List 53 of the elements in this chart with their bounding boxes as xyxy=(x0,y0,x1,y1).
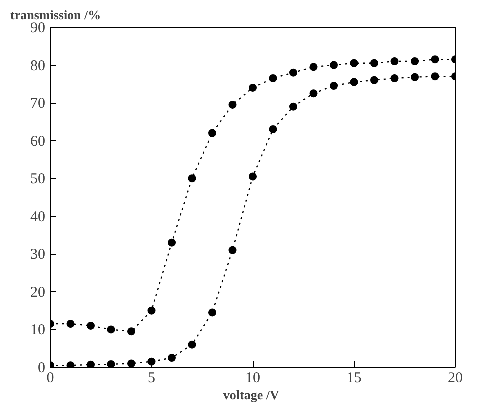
y-tick-label: 80 xyxy=(30,58,46,74)
y-tick-label: 30 xyxy=(30,247,46,264)
point xyxy=(431,56,440,64)
y-tick-label: 40 xyxy=(30,209,46,226)
point xyxy=(249,172,257,181)
point xyxy=(128,328,136,336)
point xyxy=(228,100,237,109)
point xyxy=(269,126,278,134)
y-tick-label: 0 xyxy=(38,360,46,376)
point xyxy=(228,246,237,254)
y-tick-label: 20 xyxy=(30,284,46,301)
point xyxy=(66,320,75,328)
point xyxy=(208,308,216,317)
point xyxy=(411,73,419,82)
y-tick-label: 70 xyxy=(30,96,46,112)
x-tick-label: 5 xyxy=(148,370,156,386)
point xyxy=(411,58,419,66)
point xyxy=(330,61,338,70)
point xyxy=(107,360,116,368)
point xyxy=(168,354,176,362)
point xyxy=(168,238,176,247)
point xyxy=(390,74,399,82)
point xyxy=(188,174,196,183)
point xyxy=(310,90,318,98)
point xyxy=(350,78,358,86)
point xyxy=(107,326,116,334)
x-tick-label: 15 xyxy=(346,370,362,386)
x-tick-label: 10 xyxy=(246,370,260,386)
point xyxy=(290,102,298,111)
x-tick-label: 20 xyxy=(448,370,463,386)
y-axis-title: transmission /% xyxy=(10,8,102,22)
y-tick-label: 60 xyxy=(30,134,46,150)
y-tick-label: 90 xyxy=(30,20,46,36)
point xyxy=(66,362,75,368)
point xyxy=(310,63,318,72)
point xyxy=(370,59,378,68)
point xyxy=(290,68,298,77)
x-axis-title: voltage /V xyxy=(223,388,280,402)
point xyxy=(148,306,156,315)
point xyxy=(269,74,278,82)
y-tick-label: 10 xyxy=(30,322,46,339)
point xyxy=(350,59,358,68)
point xyxy=(87,360,95,368)
point xyxy=(330,82,338,90)
point xyxy=(249,84,257,92)
point xyxy=(87,322,95,330)
point xyxy=(370,76,378,84)
point xyxy=(208,129,216,138)
point xyxy=(431,72,440,81)
point xyxy=(390,58,399,66)
point xyxy=(128,360,136,368)
y-tick-label: 50 xyxy=(30,172,46,188)
point xyxy=(188,340,196,349)
